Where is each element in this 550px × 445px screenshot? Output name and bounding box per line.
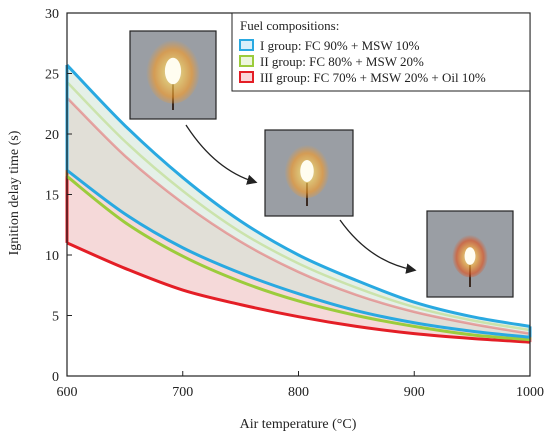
legend-entry-2: II group: FC 80% + MSW 20% <box>260 54 424 69</box>
y-tick-label: 5 <box>52 310 59 325</box>
y-tick-label: 20 <box>45 128 59 143</box>
band-area-3 <box>67 97 530 343</box>
x-tick-label: 900 <box>404 385 425 400</box>
y-tick-label: 0 <box>52 370 59 385</box>
series-1-lower-line <box>66 169 531 339</box>
legend-title: Fuel compositions: <box>240 18 339 33</box>
legend-swatch-1 <box>239 39 254 51</box>
y-tick-label: 25 <box>45 68 59 83</box>
flame-photo-3 <box>426 210 514 298</box>
x-tick-label: 600 <box>57 385 78 400</box>
y-axis-title: Ignition delay time (s) <box>7 130 22 255</box>
series-1-upper-line <box>65 63 531 328</box>
flame-core <box>164 57 182 85</box>
y-tick-label: 30 <box>45 7 59 22</box>
legend-swatch-2 <box>239 55 254 67</box>
arrow-2 <box>339 219 417 274</box>
arrow-1 <box>185 124 258 185</box>
series-2-lower-line <box>66 175 531 342</box>
legend-box <box>231 12 531 92</box>
series-2-upper-line <box>66 81 531 332</box>
x-tick-label: 800 <box>288 385 309 400</box>
flame-core <box>464 247 476 265</box>
x-tick-label: 700 <box>172 385 193 400</box>
bands-layer <box>67 65 530 343</box>
flame-photo-1 <box>129 30 217 120</box>
y-tick-label: 10 <box>45 249 59 264</box>
legend-entry-3: III group: FC 70% + MSW 20% + Oil 10% <box>260 70 486 85</box>
insets-layer <box>129 30 514 298</box>
x-tick-label: 1000 <box>516 385 544 400</box>
series-3-upper-line <box>66 96 531 335</box>
x-axis-title: Air temperature (°C) <box>240 417 357 432</box>
legend: Fuel compositions: I group: FC 90% + MSW … <box>231 12 531 92</box>
legend-swatch-3 <box>239 71 254 83</box>
series-3-lower-line <box>66 241 531 344</box>
flame-core <box>300 160 314 182</box>
band-area-1 <box>67 65 530 338</box>
flame-photo-2 <box>264 129 354 217</box>
y-tick-label: 15 <box>45 189 59 204</box>
legend-entry-1: I group: FC 90% + MSW 10% <box>260 38 420 53</box>
